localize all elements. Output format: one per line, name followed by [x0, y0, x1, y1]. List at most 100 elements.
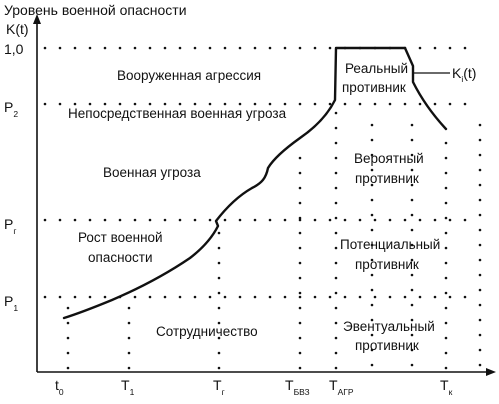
grid-dot: [334, 126, 338, 130]
grid-dot: [217, 231, 221, 235]
grid-dot: [370, 288, 374, 292]
grid-dot: [448, 46, 452, 50]
grid-dot: [444, 231, 448, 235]
grid-dot: [127, 306, 131, 310]
grid-dot: [388, 102, 392, 106]
grid-dot: [66, 306, 70, 310]
grid-dot: [370, 153, 374, 157]
grid-dot: [478, 333, 482, 337]
grid-dot: [334, 111, 338, 115]
x-tick-tbvz: TБВЗ: [285, 377, 310, 397]
grid-dot: [334, 156, 338, 160]
grid-dot: [298, 246, 302, 250]
grid-dot: [103, 102, 107, 106]
grid-dot: [370, 198, 374, 202]
grid-dot: [478, 288, 482, 292]
grid-dot: [118, 46, 122, 50]
grid-dot: [66, 336, 70, 340]
grid-dot: [410, 138, 414, 142]
grid-dot: [163, 46, 167, 50]
grid-dot: [223, 102, 227, 106]
grid-dot: [444, 321, 448, 325]
grid-dot: [478, 363, 482, 367]
grid-dot: [73, 102, 77, 106]
grid-dot: [268, 102, 272, 106]
grid-dot: [253, 218, 257, 222]
x-tick-t0: t0: [55, 377, 64, 397]
grid-dot: [448, 295, 452, 299]
grid-dot: [370, 333, 374, 337]
grid-dot: [410, 123, 414, 127]
zone-potential-adversary-line2: противник: [355, 257, 419, 272]
grid-dot: [133, 102, 137, 106]
grid-dot: [283, 295, 287, 299]
grid-dot: [444, 246, 448, 250]
grid-dot: [208, 102, 212, 106]
grid-dot: [217, 351, 221, 355]
grid-dot: [444, 171, 448, 175]
grid-dot: [373, 295, 377, 299]
grid-dot: [268, 295, 272, 299]
grid-dot: [163, 218, 167, 222]
grid-dot: [370, 258, 374, 262]
grid-dot: [444, 216, 448, 220]
grid-dot: [444, 201, 448, 205]
grid-dot: [478, 198, 482, 202]
grid-dot: [418, 102, 422, 106]
grid-dot: [253, 295, 257, 299]
grid-dot: [444, 351, 448, 355]
grid-dot: [58, 46, 62, 50]
grid-dot: [217, 291, 221, 295]
grid-dot: [88, 102, 92, 106]
grid-dot: [217, 261, 221, 265]
grid-dot: [410, 288, 414, 292]
grid-dot: [133, 295, 137, 299]
grid-dot: [334, 171, 338, 175]
grid-dot: [444, 306, 448, 310]
grid-dot: [127, 336, 131, 340]
grid-dot: [43, 46, 47, 50]
grid-dot: [298, 321, 302, 325]
grid-dot: [358, 295, 362, 299]
grid-dot: [313, 218, 317, 222]
grid-dot: [410, 168, 414, 172]
grid-dot: [217, 366, 221, 370]
grid-dot: [373, 218, 377, 222]
grid-dot: [217, 276, 221, 280]
grid-dot: [298, 291, 302, 295]
grid-dot: [444, 186, 448, 190]
grid-dot: [433, 295, 437, 299]
grid-dot: [238, 218, 242, 222]
grid-dot: [103, 295, 107, 299]
grid-dot: [313, 102, 317, 106]
grid-dot: [298, 295, 302, 299]
grid-dot: [73, 218, 77, 222]
grid-dot: [433, 218, 437, 222]
grid-dot: [178, 295, 182, 299]
grid-dot: [478, 123, 482, 127]
grid-dot: [478, 273, 482, 277]
grid-dot: [127, 351, 131, 355]
grid-dot: [370, 183, 374, 187]
grid-dot: [193, 295, 197, 299]
grid-dot: [334, 306, 338, 310]
grid-dot: [433, 102, 437, 106]
zone-eventual-adversary-line1: Эвентуальный: [343, 319, 435, 334]
grid-dot: [410, 243, 414, 247]
grid-dot: [298, 306, 302, 310]
grid-dot: [163, 295, 167, 299]
grid-dot: [334, 201, 338, 205]
grid-dot: [43, 218, 47, 222]
grid-dot: [370, 138, 374, 142]
grid-dot: [478, 168, 482, 172]
grid-dot: [410, 303, 414, 307]
grid-dot: [463, 295, 467, 299]
zone-military-threat: Военная угроза: [103, 165, 201, 180]
grid-dot: [478, 318, 482, 322]
y-axis-arrow: [33, 14, 41, 24]
danger-curve: [62, 46, 448, 320]
x-tick-tagr: TАГР: [329, 377, 354, 397]
grid-dot: [410, 318, 414, 322]
grid-dot: [478, 348, 482, 352]
grid-dot: [163, 102, 167, 106]
